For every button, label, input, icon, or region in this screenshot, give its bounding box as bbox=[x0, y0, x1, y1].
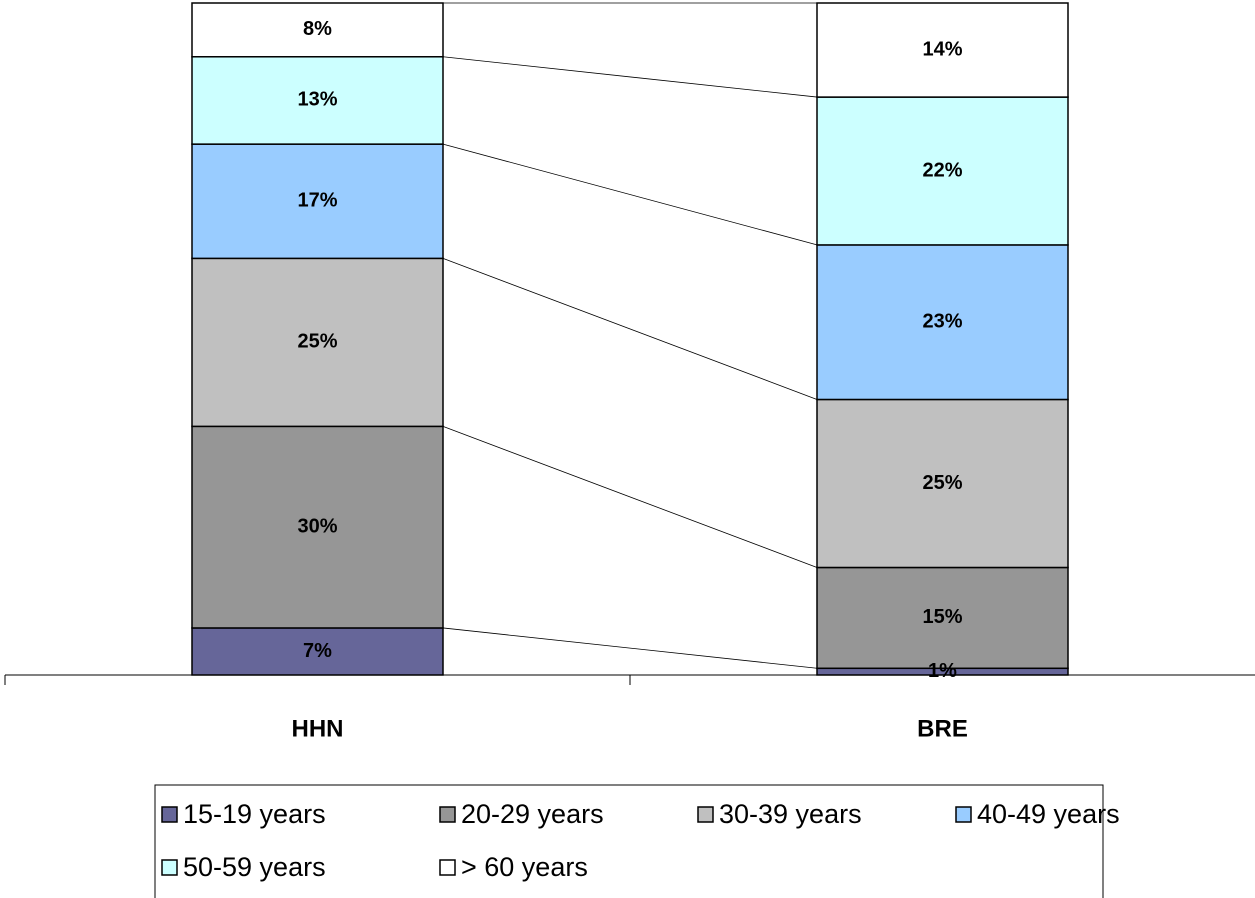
series-line bbox=[442, 627, 818, 669]
x-tick-label: HHN bbox=[292, 715, 344, 742]
value-label: 30% bbox=[297, 515, 337, 537]
legend-label: 15-19 years bbox=[183, 799, 326, 829]
value-label: 15% bbox=[922, 606, 962, 628]
bar-segment bbox=[191, 143, 444, 260]
value-label: 23% bbox=[922, 310, 962, 332]
series-line bbox=[442, 257, 818, 400]
bar-segment bbox=[191, 2, 444, 58]
bar-segment bbox=[816, 96, 1069, 246]
legend-swatch bbox=[161, 859, 178, 876]
bar-segment bbox=[191, 56, 444, 145]
value-label: 14% bbox=[922, 38, 962, 60]
series-line bbox=[442, 56, 818, 98]
series-line bbox=[442, 143, 818, 246]
value-label: 1% bbox=[928, 660, 957, 682]
legend-label: 40-49 years bbox=[977, 799, 1120, 829]
legend-label: > 60 years bbox=[461, 852, 588, 882]
value-label: 17% bbox=[297, 190, 337, 212]
bar-segment bbox=[191, 257, 444, 428]
legend-label: 30-39 years bbox=[719, 799, 862, 829]
value-label: 25% bbox=[922, 472, 962, 494]
x-tick-label: BRE bbox=[917, 715, 968, 742]
legend-swatch bbox=[697, 806, 714, 823]
value-label: 13% bbox=[297, 89, 337, 111]
value-label: 7% bbox=[303, 640, 332, 662]
value-label: 22% bbox=[922, 159, 962, 181]
legend-swatch bbox=[439, 806, 456, 823]
legend-swatch bbox=[955, 806, 972, 823]
legend-swatch bbox=[161, 806, 178, 823]
value-label: 8% bbox=[303, 18, 332, 40]
value-label: 25% bbox=[297, 331, 337, 353]
legend-swatch bbox=[439, 859, 456, 876]
bar-segment bbox=[191, 627, 444, 676]
bar-segment bbox=[816, 398, 1069, 569]
bar-segment bbox=[816, 2, 1069, 98]
legend-box bbox=[154, 784, 1104, 898]
bar-segment bbox=[816, 566, 1069, 670]
legend-label: 20-29 years bbox=[461, 799, 604, 829]
legend-label: 50-59 years bbox=[183, 852, 326, 882]
bar-segment bbox=[191, 425, 444, 629]
bar-segment bbox=[816, 244, 1069, 401]
series-line bbox=[442, 425, 818, 568]
